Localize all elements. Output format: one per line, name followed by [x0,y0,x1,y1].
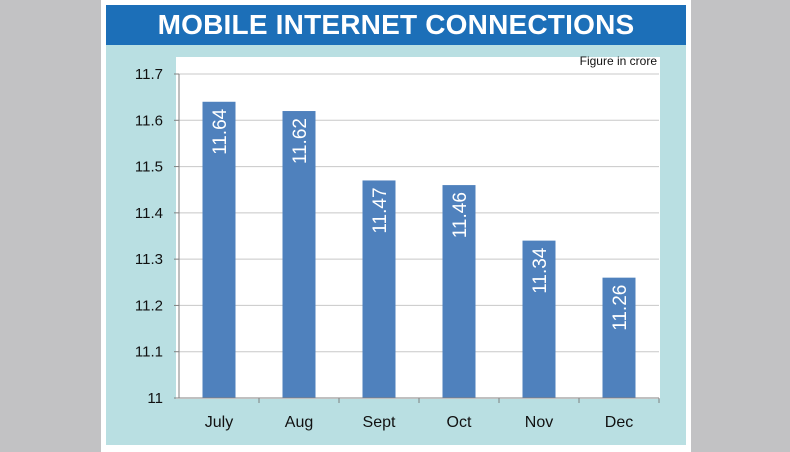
axes: 11 11.1 11.2 11.3 11.4 11.5 11.6 11.7 July Aug Sep… [135,66,660,431]
y-tick-label: 11.7 [135,66,163,83]
x-category-label: Aug [285,414,313,431]
bar [362,180,396,398]
x-category-label: Oct [447,414,472,431]
bar [202,101,236,399]
x-category-label: July [205,414,233,431]
x-category-label: Sept [363,414,396,431]
y-tick-label: 11.5 [135,159,163,176]
bar-value-label: 11.62 [290,118,311,164]
x-category-label: Dec [605,414,633,431]
y-tick-label: 11.1 [135,344,163,361]
bars: 11.64 11.62 11.47 11.46 11.34 11.26 [202,101,636,399]
bar-value-label: 11.34 [530,247,551,294]
bar-value-label: 11.46 [450,192,471,238]
bar [522,240,556,398]
plot-area [176,57,660,399]
bar [442,185,476,398]
y-tick-label: 11.2 [135,297,163,314]
bar-value-label: 11.47 [370,187,391,233]
bar-value-label: 11.26 [610,285,631,331]
x-category-label: Nov [525,414,553,431]
bar [602,277,636,398]
y-tick-label: 11 [147,390,163,407]
gridlines [174,73,659,399]
unit-note: Figure in crore [580,54,658,68]
y-tick-label: 11.3 [135,251,163,268]
chart-title: MOBILE INTERNET CONNECTIONS [106,5,686,45]
bar [282,111,316,399]
bar-value-label: 11.64 [210,108,231,155]
y-tick-label: 11.6 [135,112,163,129]
y-tick-label: 11.4 [135,205,163,222]
